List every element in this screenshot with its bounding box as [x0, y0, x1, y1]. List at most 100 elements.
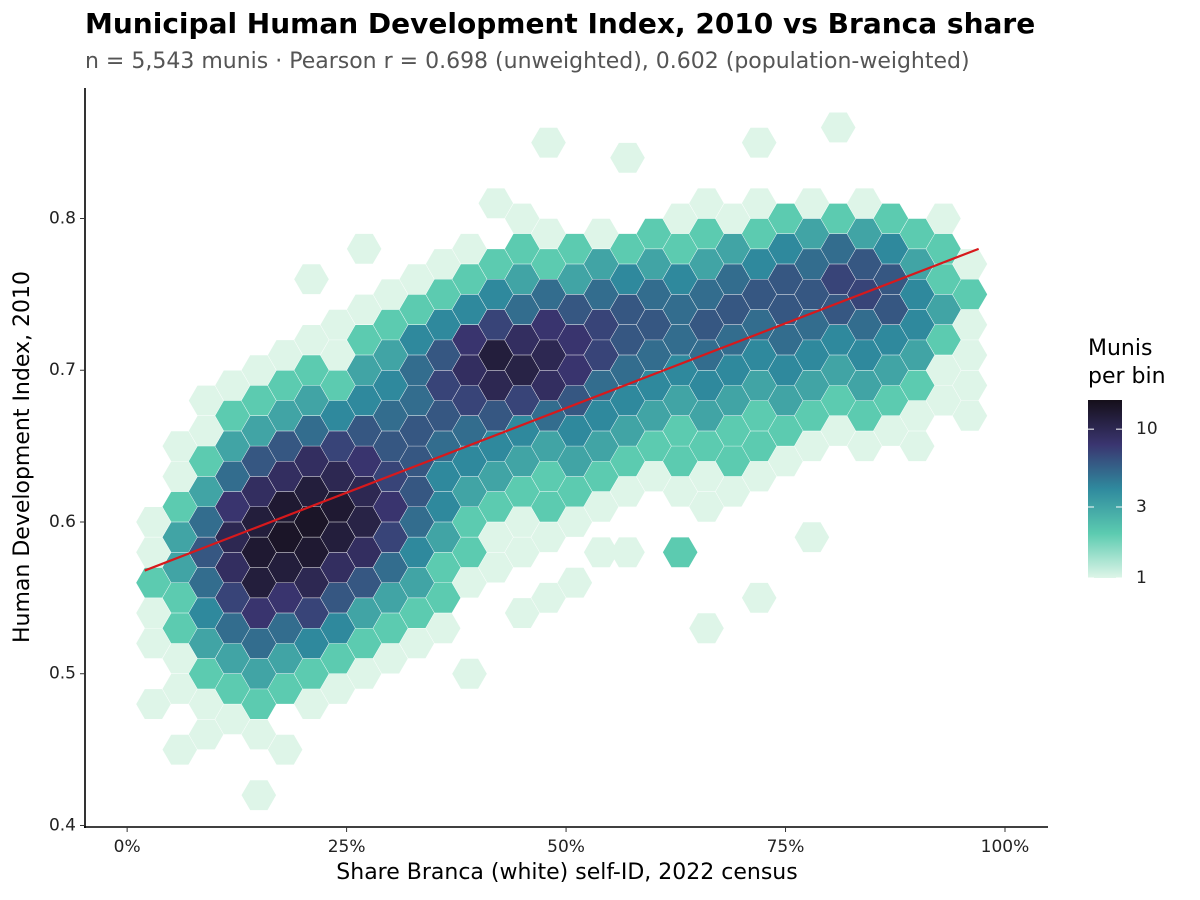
hex-bin	[899, 279, 935, 310]
hex-bin	[557, 446, 593, 477]
hex-bin	[662, 233, 698, 264]
hex-bin	[373, 613, 408, 644]
y-axis-title: Human Development Index, 2010	[10, 271, 35, 643]
hex-bin	[188, 567, 224, 598]
hex-bin	[820, 203, 856, 234]
hex-bin	[425, 400, 461, 431]
hex-bin	[531, 218, 566, 249]
hex-bin	[926, 385, 961, 416]
hex-bin	[504, 355, 540, 386]
hex-bin	[320, 340, 356, 370]
hex-bin	[557, 233, 593, 264]
hex-bin	[425, 370, 461, 401]
hex-bin	[768, 294, 803, 325]
hex-bin	[636, 461, 672, 492]
hex-bin	[320, 552, 356, 583]
hex-bin	[452, 567, 487, 598]
hex-bin	[689, 491, 724, 522]
hex-bin	[294, 416, 329, 446]
hex-bin	[373, 552, 408, 583]
colorbar	[1088, 400, 1122, 578]
hex-bin	[926, 233, 961, 264]
hex-bin	[689, 218, 724, 249]
hex-bin	[188, 476, 224, 507]
hex-bin	[399, 598, 435, 628]
hex-bin	[768, 264, 803, 295]
hex-bin	[636, 309, 672, 340]
hex-bin	[662, 264, 698, 295]
hex-bin	[715, 416, 751, 446]
hex-bin	[215, 370, 250, 401]
hex-bin	[531, 279, 566, 310]
hex-bin	[346, 355, 382, 386]
hex-bin	[346, 567, 382, 598]
hex-bin	[346, 294, 382, 325]
hex-bin	[399, 416, 435, 446]
hex-bin	[610, 233, 645, 264]
hex-bin	[399, 567, 435, 598]
hex-bin	[741, 188, 777, 219]
hex-bin	[794, 218, 830, 249]
hex-bin	[136, 689, 171, 719]
hex-bin	[794, 400, 830, 431]
y-tick-label: 0.8	[49, 209, 76, 229]
hex-bin	[294, 658, 329, 689]
hex-bin	[188, 719, 224, 750]
hex-bin	[794, 370, 830, 401]
hex-bin	[531, 127, 566, 158]
hex-bin	[504, 598, 540, 628]
hex-bin	[452, 446, 487, 477]
hex-bin	[478, 522, 514, 553]
hex-bin	[188, 689, 224, 719]
hex-bin	[583, 461, 619, 492]
hex-bin	[873, 385, 909, 416]
hex-bin	[531, 582, 566, 613]
hex-bin	[689, 370, 724, 401]
hex-bin	[794, 188, 830, 219]
hex-bin	[741, 461, 777, 492]
hex-bin	[215, 613, 250, 644]
hex-bin	[346, 416, 382, 446]
y-tick-label: 0.5	[49, 664, 76, 684]
hex-bin	[768, 355, 803, 386]
hex-bin	[373, 643, 408, 674]
hex-bin	[557, 567, 593, 598]
hex-bin	[557, 325, 593, 355]
hex-bin	[346, 658, 382, 689]
hex-bin	[188, 446, 224, 477]
hex-bin	[267, 370, 303, 401]
hex-bin	[136, 537, 171, 568]
x-tick-label: 50%	[547, 837, 585, 857]
hex-bin	[320, 400, 356, 431]
hex-bin	[452, 355, 487, 386]
hex-bin	[241, 446, 277, 477]
hex-bin	[794, 340, 830, 370]
hex-bin	[820, 325, 856, 355]
hex-bin	[267, 522, 303, 553]
hex-bin	[478, 279, 514, 310]
hex-bin	[741, 218, 777, 249]
hex-bin	[136, 628, 171, 659]
hex-bin	[452, 385, 487, 416]
hex-bin	[820, 264, 856, 295]
hex-bin	[583, 340, 619, 370]
hex-bin	[504, 446, 540, 477]
hex-bin	[899, 249, 935, 279]
hex-bin	[425, 431, 461, 462]
hex-bin	[504, 476, 540, 507]
hex-bin	[320, 582, 356, 613]
hex-bin	[241, 628, 277, 659]
hex-bin	[952, 340, 988, 370]
hex-bin	[452, 658, 487, 689]
hex-bin	[241, 658, 277, 689]
hex-bin	[320, 643, 356, 674]
hex-bin	[241, 780, 277, 811]
hex-bin	[610, 355, 645, 386]
x-tick-label: 100%	[981, 837, 1030, 857]
hex-bin	[215, 400, 250, 431]
hex-bin	[873, 325, 909, 355]
hex-bin	[425, 491, 461, 522]
hex-bin	[768, 416, 803, 446]
hex-bin	[768, 385, 803, 416]
hex-bin	[241, 355, 277, 386]
